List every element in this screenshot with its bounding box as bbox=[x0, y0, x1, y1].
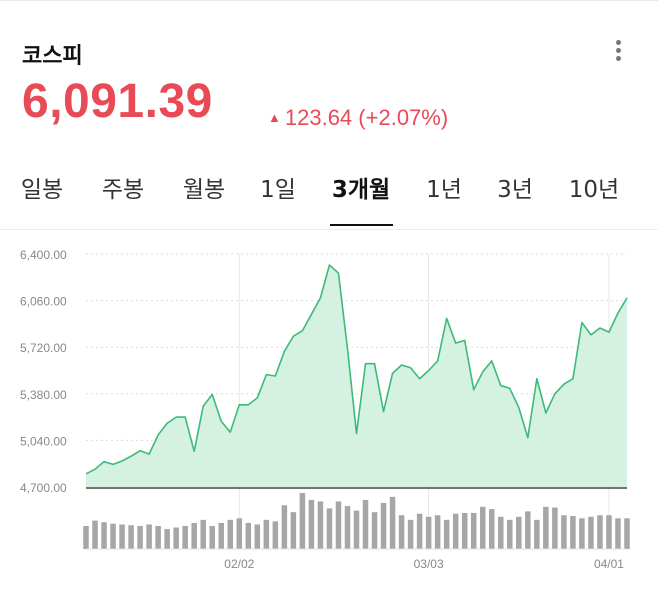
volume-bar bbox=[389, 496, 396, 549]
y-tick-label: 5,720.00 bbox=[20, 341, 67, 355]
volume-bar bbox=[83, 525, 89, 549]
price-change: ▲ 123.64 (+2.07%) bbox=[268, 105, 448, 131]
volume-bar bbox=[344, 506, 351, 549]
y-tick-label: 5,040.00 bbox=[20, 434, 67, 448]
volume-bar bbox=[470, 512, 477, 549]
volume-bar bbox=[263, 519, 270, 549]
price-area-fill bbox=[86, 264, 627, 487]
volume-bar bbox=[489, 509, 495, 549]
volume-bar bbox=[588, 516, 594, 549]
index-title: 코스피 bbox=[22, 44, 83, 69]
volume-bar bbox=[479, 506, 486, 549]
volume-bar bbox=[398, 515, 405, 549]
volume-bar bbox=[597, 515, 603, 549]
y-tick-label: 5,380.00 bbox=[20, 388, 67, 402]
volume-bar bbox=[380, 502, 387, 549]
volume-bar bbox=[407, 519, 414, 549]
volume-bar bbox=[461, 512, 468, 549]
volume-bar bbox=[299, 493, 306, 549]
volume-bar bbox=[516, 516, 522, 549]
price-line bbox=[85, 264, 628, 475]
volume-bar bbox=[200, 519, 206, 549]
more-vertical-icon[interactable] bbox=[608, 40, 628, 68]
volume-bar bbox=[326, 508, 333, 549]
y-tick-label: 6,060.00 bbox=[20, 295, 67, 309]
volume-bar bbox=[371, 512, 378, 549]
volume-bar bbox=[128, 525, 134, 549]
volume-bar bbox=[615, 518, 621, 549]
tab-monthly[interactable]: 월봉 bbox=[182, 177, 226, 203]
volume-bar bbox=[507, 519, 513, 549]
volume-bar bbox=[236, 518, 243, 549]
volume-bar bbox=[164, 529, 170, 549]
volume-bar bbox=[443, 519, 450, 549]
volume-bar bbox=[92, 520, 98, 549]
active-tab-indicator bbox=[330, 224, 393, 226]
volume-bar bbox=[434, 515, 441, 549]
tab-weekly[interactable]: 주봉 bbox=[101, 177, 145, 203]
tab-1day[interactable]: 1일 bbox=[260, 177, 296, 203]
volume-bar bbox=[191, 522, 197, 549]
volume-bar bbox=[534, 519, 540, 549]
current-price: 6,091.39 bbox=[22, 75, 213, 128]
volume-bar bbox=[209, 525, 215, 549]
volume-bar bbox=[498, 516, 504, 549]
tab-daily[interactable]: 일봉 bbox=[20, 177, 64, 203]
volume-bar bbox=[353, 510, 360, 549]
volume-bar bbox=[335, 501, 342, 549]
volume-bar bbox=[227, 519, 234, 549]
volume-bar bbox=[245, 522, 252, 549]
volume-bar bbox=[552, 507, 558, 549]
tabs-divider bbox=[0, 229, 658, 230]
volume-bar bbox=[570, 516, 576, 549]
change-value: 123.64 bbox=[284, 105, 353, 130]
volume-bar bbox=[155, 525, 161, 549]
volume-bar bbox=[317, 501, 324, 549]
volume-bar bbox=[290, 512, 297, 549]
volume-bar bbox=[525, 511, 531, 549]
volume-bar bbox=[543, 506, 549, 549]
volume-bar bbox=[624, 518, 630, 549]
volume-bar bbox=[561, 515, 567, 549]
top-divider bbox=[0, 0, 658, 1]
up-triangle-icon: ▲ bbox=[268, 110, 281, 125]
volume-bar bbox=[425, 516, 432, 549]
change-percent: (+2.07%) bbox=[358, 105, 449, 130]
volume-bar bbox=[452, 513, 459, 549]
tab-1year[interactable]: 1년 bbox=[426, 177, 462, 203]
volume-bar bbox=[137, 525, 143, 549]
x-tick-label: 04/01 bbox=[594, 557, 624, 571]
volume-bar bbox=[119, 524, 125, 549]
volume-bar bbox=[606, 515, 612, 549]
volume-bar bbox=[416, 513, 423, 549]
volume-bar bbox=[146, 524, 152, 549]
x-tick-label: 02/02 bbox=[224, 557, 254, 571]
volume-bar bbox=[281, 505, 288, 549]
volume-bar bbox=[272, 521, 279, 549]
tab-3years[interactable]: 3년 bbox=[497, 177, 533, 203]
volume-bar bbox=[218, 522, 224, 549]
volume-bar bbox=[308, 499, 315, 549]
volume-bar bbox=[579, 518, 585, 549]
tab-3months[interactable]: 3개월 bbox=[331, 177, 391, 203]
tab-10years[interactable]: 10년 bbox=[568, 177, 620, 203]
period-tabs: 일봉 주봉 월봉 1일 3개월 1년 3년 10년 bbox=[0, 160, 658, 230]
volume-bar bbox=[110, 523, 116, 549]
y-tick-label: 6,400.00 bbox=[20, 248, 67, 262]
x-tick-label: 03/03 bbox=[414, 557, 444, 571]
volume-bar bbox=[182, 525, 188, 549]
volume-bar bbox=[101, 522, 107, 549]
y-tick-label: 4,700.00 bbox=[20, 481, 67, 495]
volume-bar bbox=[362, 499, 369, 549]
volume-bar bbox=[173, 527, 179, 549]
volume-bar bbox=[254, 524, 261, 549]
